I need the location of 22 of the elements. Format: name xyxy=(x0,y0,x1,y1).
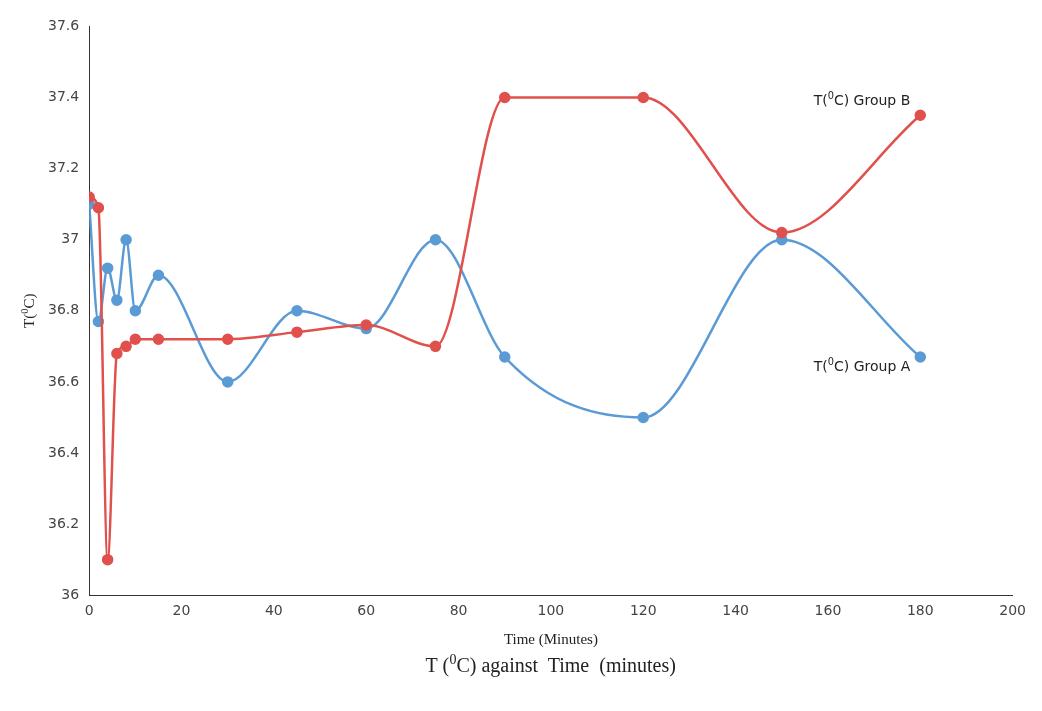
x-tick-label: 60 xyxy=(357,602,376,619)
x-tick-label: 0 xyxy=(84,602,94,619)
x-tick-label: 180 xyxy=(906,602,934,619)
y-tick-label: 37 xyxy=(61,230,80,247)
x-tick-label: 120 xyxy=(629,602,657,619)
x-tick-label: 80 xyxy=(449,602,468,619)
y-tick-label: 37.2 xyxy=(48,159,80,176)
y-tick-label: 36.4 xyxy=(48,443,80,460)
y-tick-label: 36.6 xyxy=(48,372,80,389)
x-tick-label: 200 xyxy=(999,602,1027,619)
x-axis-title: Time (Minutes) xyxy=(503,631,598,649)
x-tick-label: 100 xyxy=(537,602,565,619)
x-tick-label: 140 xyxy=(722,602,749,619)
y-tick-label: 37.6 xyxy=(48,17,80,34)
x-tick-label: 160 xyxy=(814,602,842,619)
y-tick-label: 36 xyxy=(61,585,80,602)
y-tick-label: 36.8 xyxy=(48,301,80,318)
x-tick-label: 20 xyxy=(172,602,191,619)
y-tick-label: 36.2 xyxy=(48,514,80,531)
y-axis-title: T(0C) xyxy=(18,293,38,328)
y-tick-label: 37.4 xyxy=(48,88,80,105)
x-tick-label: 40 xyxy=(264,602,283,619)
